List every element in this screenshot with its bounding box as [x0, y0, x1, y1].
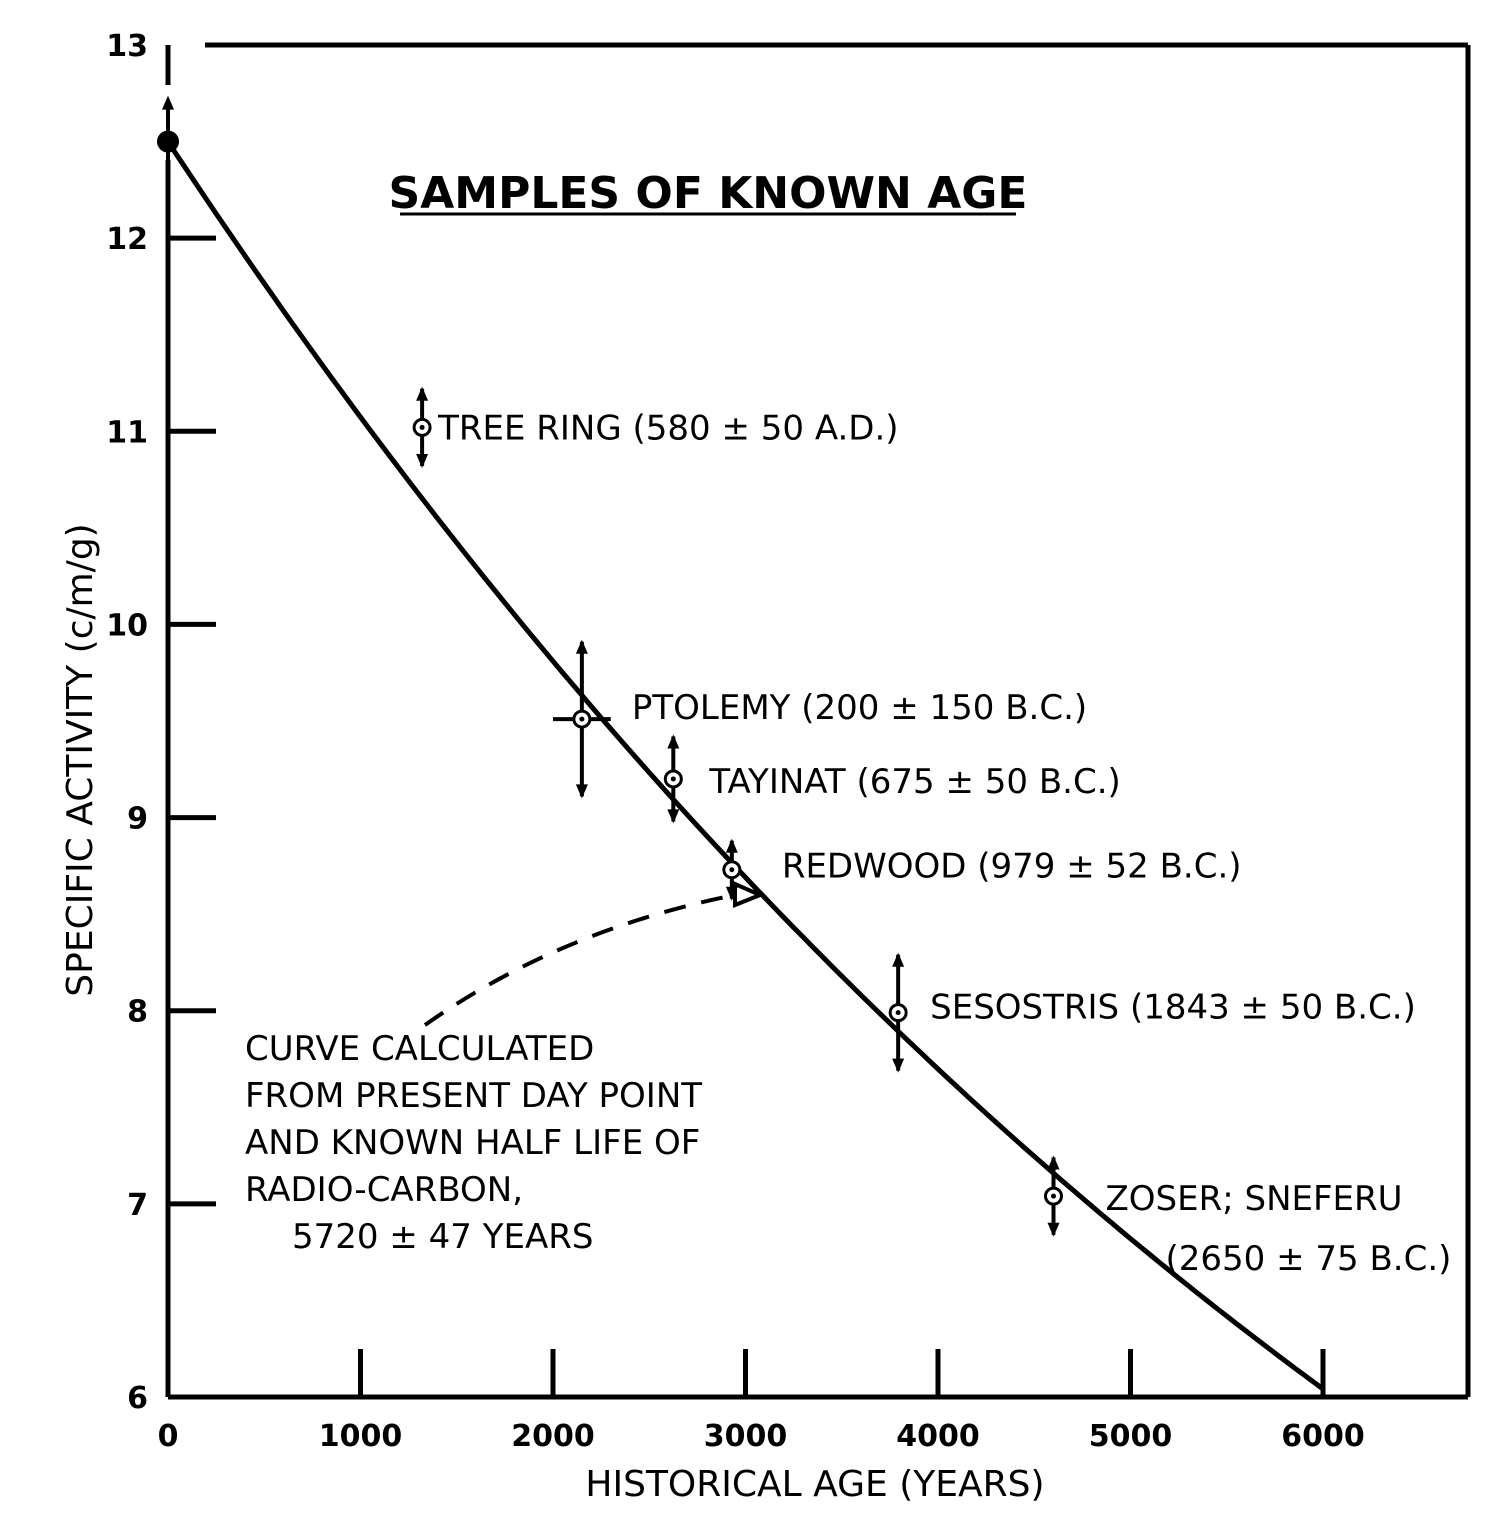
curve-note-leader — [423, 893, 736, 1027]
y-axis: 6 7 8 9 10 11 12 13 — [106, 29, 216, 1416]
error-arrowhead-down — [416, 454, 429, 469]
error-arrowhead-down — [725, 886, 738, 901]
x-tick-label: 6000 — [1281, 1419, 1365, 1454]
curve-note-line: AND KNOWN HALF LIFE OF — [245, 1123, 700, 1163]
error-arrowhead-down — [892, 1058, 905, 1073]
error-arrowhead-up — [416, 386, 429, 401]
x-tick-label: 3000 — [704, 1419, 788, 1454]
curve-note-line: FROM PRESENT DAY POINT — [245, 1076, 702, 1116]
data-point-center — [579, 716, 585, 722]
curve-note-line: RADIO-CARBON, — [245, 1170, 523, 1210]
error-arrowhead-up — [575, 639, 588, 654]
y-tick-label: 8 — [127, 995, 148, 1030]
curve-note-line: CURVE CALCULATED — [245, 1029, 594, 1069]
data-point-center — [1051, 1193, 1056, 1199]
data-point-label: TAYINAT (675 ± 50 B.C.) — [708, 762, 1120, 802]
chart-title: SAMPLES OF KNOWN AGE — [389, 168, 1028, 219]
y-tick-label: 6 — [127, 1381, 148, 1416]
data-point-center — [895, 1010, 901, 1016]
present-day-arrowhead — [162, 95, 174, 110]
y-tick-label: 9 — [127, 802, 148, 837]
error-arrowhead-down — [575, 784, 588, 799]
y-tick-label: 11 — [106, 415, 148, 450]
present-day-point — [157, 130, 179, 153]
x-tick-label: 4000 — [896, 1419, 980, 1454]
plot-frame — [165, 42, 1471, 1400]
y-tick-label: 13 — [106, 29, 148, 64]
data-point-center — [419, 424, 425, 430]
y-tick-label: 7 — [127, 1188, 148, 1223]
data-point-label: SESOSTRIS (1843 ± 50 B.C.) — [930, 988, 1416, 1028]
data-points: TREE RING (580 ± 50 A.D.) PTOLEMY (200 ± … — [157, 95, 1452, 1279]
error-arrowhead-down — [1047, 1222, 1060, 1237]
x-axis-label: HISTORICAL AGE (YEARS) — [585, 1464, 1044, 1505]
curve-note: CURVE CALCULATED FROM PRESENT DAY POINT AN… — [245, 1029, 702, 1257]
data-point-label: ZOSER; SNEFERU — [1106, 1179, 1403, 1219]
error-arrowhead-up — [1047, 1155, 1060, 1170]
x-tick-label: 0 — [158, 1419, 179, 1454]
data-point-center — [729, 867, 735, 873]
data-point-label: PTOLEMY (200 ± 150 B.C.) — [632, 688, 1087, 728]
decay-curve — [165, 140, 1325, 1392]
data-point-label: TREE RING (580 ± 50 A.D.) — [437, 408, 898, 448]
y-axis-label: SPECIFIC ACTIVITY (c/m/g) — [60, 523, 101, 996]
x-tick-label: 5000 — [1089, 1419, 1173, 1454]
error-arrowhead-up — [725, 838, 738, 853]
x-tick-label: 2000 — [511, 1419, 595, 1454]
error-arrowhead-up — [667, 734, 680, 749]
y-tick-label: 10 — [106, 608, 148, 643]
x-axis: 0 1000 2000 3000 4000 5000 6000 — [158, 1349, 1365, 1454]
data-point-label-line2: (2650 ± 75 B.C.) — [1166, 1239, 1452, 1279]
y-tick-label: 12 — [106, 222, 148, 257]
curve-note-line: 5720 ± 47 YEARS — [292, 1217, 593, 1257]
data-point-center — [670, 776, 676, 782]
error-arrowhead-up — [892, 952, 905, 967]
data-point-label: REDWOOD (979 ± 52 B.C.) — [782, 847, 1242, 887]
curve-note-arrowhead — [733, 880, 766, 908]
error-arrowhead-down — [667, 809, 680, 824]
x-tick-label: 1000 — [319, 1419, 403, 1454]
